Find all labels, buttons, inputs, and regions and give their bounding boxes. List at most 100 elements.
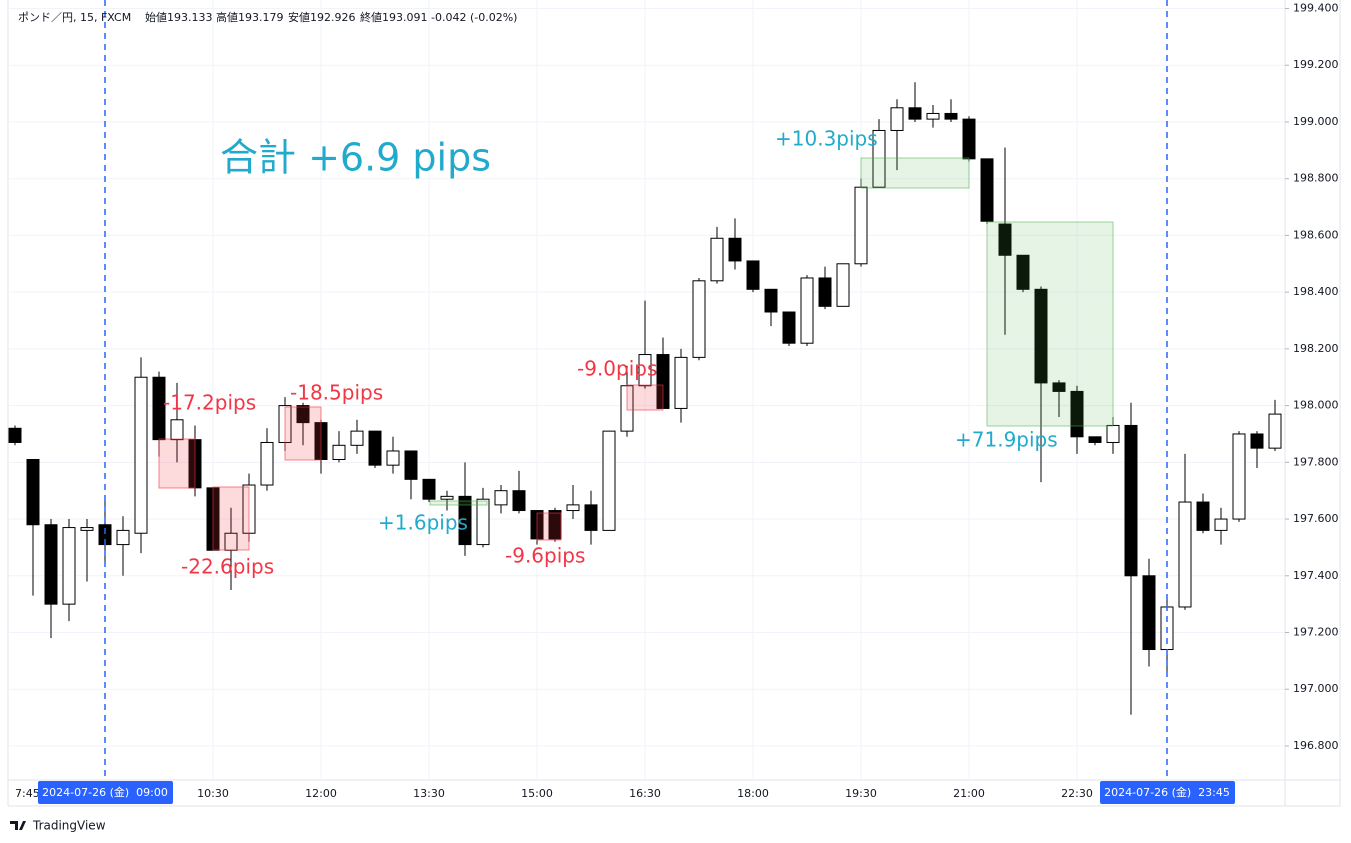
candle-body: [980, 158, 994, 222]
candle-body: [764, 288, 778, 313]
x-tick-label: 7:45: [15, 787, 40, 800]
x-tick-label: 13:30: [413, 787, 445, 800]
x-tick-label: 10:30: [197, 787, 229, 800]
y-tick-label: 198.400: [1293, 285, 1339, 298]
crosshair-time-box: [38, 781, 173, 804]
candle-body: [1232, 433, 1246, 520]
logo-icon: [10, 821, 26, 830]
candle-body: [602, 430, 616, 531]
candle-body: [1250, 433, 1264, 449]
candle-body: [692, 280, 706, 358]
y-tick-label: 197.200: [1293, 626, 1339, 639]
pips-label: +10.3pips: [775, 127, 878, 151]
y-tick-label: 198.800: [1293, 172, 1339, 185]
candle-body: [350, 430, 364, 446]
pips-label: -18.5pips: [290, 381, 383, 405]
x-tick-label: 12:00: [305, 787, 337, 800]
candle-body: [62, 527, 76, 605]
candle-body: [926, 112, 940, 120]
position-box: [212, 486, 250, 551]
candle-body: [1088, 436, 1102, 443]
candle-body: [818, 277, 832, 307]
pips-label: -9.6pips: [505, 544, 585, 568]
marks: [8, 82, 1282, 715]
x-tick-label: 15:00: [521, 787, 553, 800]
y-tick-label: 198.200: [1293, 342, 1339, 355]
candle-body: [26, 458, 40, 526]
candle-body: [386, 450, 400, 466]
crosshair-time-box: [1100, 781, 1235, 804]
candle-body: [566, 504, 580, 512]
candle-body: [1016, 254, 1030, 290]
position-box: [536, 512, 562, 541]
x-tick-label: 19:30: [845, 787, 877, 800]
y-tick-label: 197.800: [1293, 455, 1339, 468]
legend-item: -0.042 (-0.02%): [431, 11, 517, 24]
candle-body: [1142, 575, 1156, 651]
candle-body: [260, 441, 274, 486]
y-tick-label: 199.200: [1293, 58, 1339, 71]
y-tick-label: 199.000: [1293, 115, 1339, 128]
x-tick-label: 16:30: [629, 787, 661, 800]
total-annotation: 合計 +6.9 pips: [220, 136, 491, 180]
candle-body: [44, 524, 58, 605]
candle-body: [512, 490, 526, 512]
candle-body: [1268, 413, 1282, 449]
legend-item: 終値193.091: [360, 10, 428, 24]
legend-item: 安値192.926: [288, 10, 356, 24]
position-box: [626, 384, 664, 411]
footer-brand: TradingView: [32, 819, 106, 833]
candle-body: [404, 450, 418, 480]
candle-body: [836, 263, 850, 307]
candle-body: [1052, 382, 1066, 392]
candle-body: [476, 498, 490, 546]
overlay: -17.2pips -22.6pips -18.5pips +1.6pips -9.6p…: [104, 0, 1168, 780]
candle-body: [1214, 518, 1228, 531]
grid: [8, 0, 1285, 780]
candle-body: [332, 444, 346, 460]
candle-body: [638, 354, 652, 387]
candle-body: [800, 277, 814, 344]
candle-body: [422, 478, 436, 500]
candle-body: [1124, 424, 1138, 577]
pips-label: -22.6pips: [181, 555, 274, 579]
x-tick-label: 21:00: [953, 787, 985, 800]
pips-label: -17.2pips: [163, 391, 256, 415]
position-box: [429, 500, 488, 506]
candle-body: [998, 223, 1012, 256]
position-box: [986, 221, 1114, 427]
candle-body: [782, 311, 796, 344]
candle-body: [944, 112, 958, 120]
y-tick-label: 199.400: [1293, 2, 1339, 15]
x-tick-label: 18:00: [737, 787, 769, 800]
candle-body: [854, 186, 868, 265]
pips-label: +1.6pips: [378, 511, 468, 535]
position-box: [158, 438, 196, 489]
candle-body: [584, 504, 598, 531]
candle-body: [908, 107, 922, 120]
candle-body: [458, 495, 472, 546]
y-tick-label: 197.400: [1293, 569, 1339, 582]
candle-body: [134, 376, 148, 534]
candle-body: [674, 356, 688, 409]
tradingview-logo: TradingView: [10, 819, 106, 833]
candle-body: [494, 490, 508, 506]
candle-body: [1106, 424, 1120, 443]
candle-body: [746, 260, 760, 290]
pips-label: +71.9pips: [955, 428, 1058, 452]
candle-body: [1070, 390, 1084, 438]
candle-body: [962, 118, 976, 160]
x-tick-label: 22:30: [1061, 787, 1093, 800]
crosshair-time-label: 2024-07-26 (金) 09:00: [42, 785, 168, 799]
y-tick-label: 198.000: [1293, 399, 1339, 412]
candle-body: [1034, 288, 1048, 384]
pips-label: -9.0pips: [577, 357, 657, 381]
y-tick-label: 198.600: [1293, 228, 1339, 241]
candle-body: [1196, 501, 1210, 531]
candle-body: [170, 419, 184, 441]
candle-body: [80, 527, 94, 531]
candle-body: [440, 495, 454, 500]
crosshair-time-label: 2024-07-26 (金) 23:45: [1104, 785, 1230, 799]
candle-body: [890, 107, 904, 131]
